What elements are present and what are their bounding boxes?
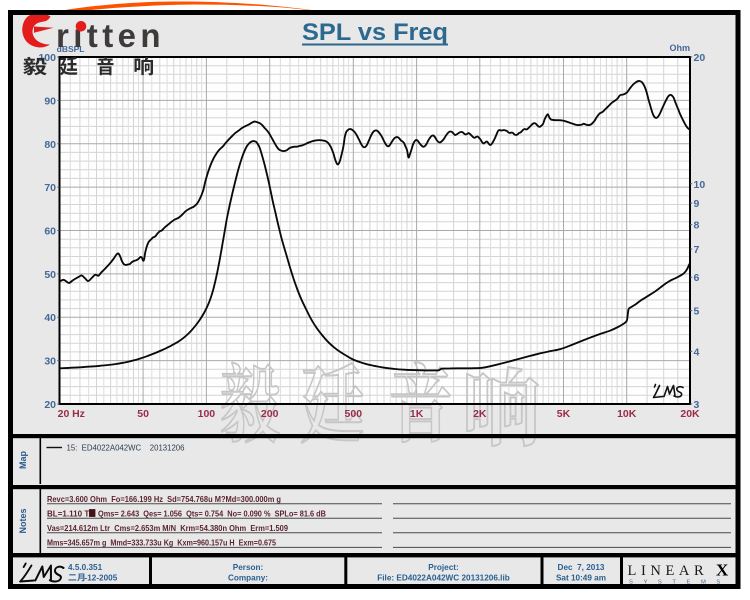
svg-text:1K: 1K [410,408,424,420]
svg-text:15: ED4022A042WC 20131206: 15: ED4022A042WC 20131206 [67,444,186,453]
svg-text:10K: 10K [617,408,637,420]
svg-text:Sat 10:49 am: Sat 10:49 am [556,574,606,583]
svg-text:Company:: Company: [228,574,268,583]
svg-text:Vas=214.612m Ltr Cms=2.653m M: Vas=214.612m Ltr Cms=2.653m M/N Krm=54.3… [47,524,288,533]
svg-text:Mms=345.657m g Mmd=333.733u K: Mms=345.657m g Mmd=333.733u Kg Kxm=960.1… [47,539,276,548]
svg-text:500: 500 [345,408,363,420]
svg-text:20: 20 [44,399,56,411]
svg-text:SYSTEMS: SYSTEMS [629,580,731,586]
svg-text:10: 10 [694,179,706,191]
svg-text:4: 4 [694,346,700,358]
svg-text:200: 200 [261,408,279,420]
svg-text:40: 40 [44,312,56,324]
svg-text:50: 50 [44,269,56,281]
svg-text:20K: 20K [680,408,700,420]
svg-text:-12-2005: -12-2005 [85,574,118,583]
svg-text:5K: 5K [557,408,571,420]
svg-text:Revc=3.600 Ohm Fo=166.199 Hz: Revc=3.600 Ohm Fo=166.199 Hz Sd=754.768u… [47,495,281,504]
svg-text:Map: Map [18,450,28,469]
svg-text:Project:: Project: [428,563,458,572]
svg-text:9: 9 [694,198,700,210]
svg-text:LINEAR: LINEAR [628,563,709,579]
svg-text:Dec 7, 2013: Dec 7, 2013 [558,563,605,572]
svg-text:20: 20 [58,408,70,420]
svg-text:dBSPL: dBSPL [57,44,85,54]
svg-text:4.5.0.351: 4.5.0.351 [68,563,103,572]
svg-text:File: ED4022A042WC 20131206.li: File: ED4022A042WC 20131206.lib [377,574,509,583]
svg-text:Hz: Hz [72,408,85,420]
svg-text:Qms= 2.643 Qes= 1.056 Qts= 0: Qms= 2.643 Qes= 1.056 Qts= 0.754 No= 0.0… [98,509,326,518]
svg-text:X: X [716,561,729,580]
svg-text:90: 90 [44,95,56,107]
svg-text:70: 70 [44,182,56,194]
svg-text:Person:: Person: [233,563,263,572]
svg-text:8: 8 [694,220,700,232]
svg-text:20: 20 [694,52,706,64]
svg-text:3: 3 [694,399,700,411]
svg-text:50: 50 [137,408,149,420]
svg-text:30: 30 [44,356,56,368]
svg-text:80: 80 [44,139,56,151]
svg-text:Notes: Notes [18,508,28,533]
svg-text:7: 7 [694,244,700,256]
svg-text:BL=1.110 T: BL=1.110 T [47,509,89,518]
svg-text:Ohm: Ohm [669,43,690,53]
svg-text:60: 60 [44,226,56,238]
svg-text:2K: 2K [473,408,487,420]
svg-text:SPL vs Freq: SPL vs Freq [302,19,448,46]
svg-text:5: 5 [694,306,700,318]
svg-text:rıtten: rıtten [56,17,161,54]
svg-text:6: 6 [694,272,700,284]
svg-text:100: 100 [198,408,216,420]
